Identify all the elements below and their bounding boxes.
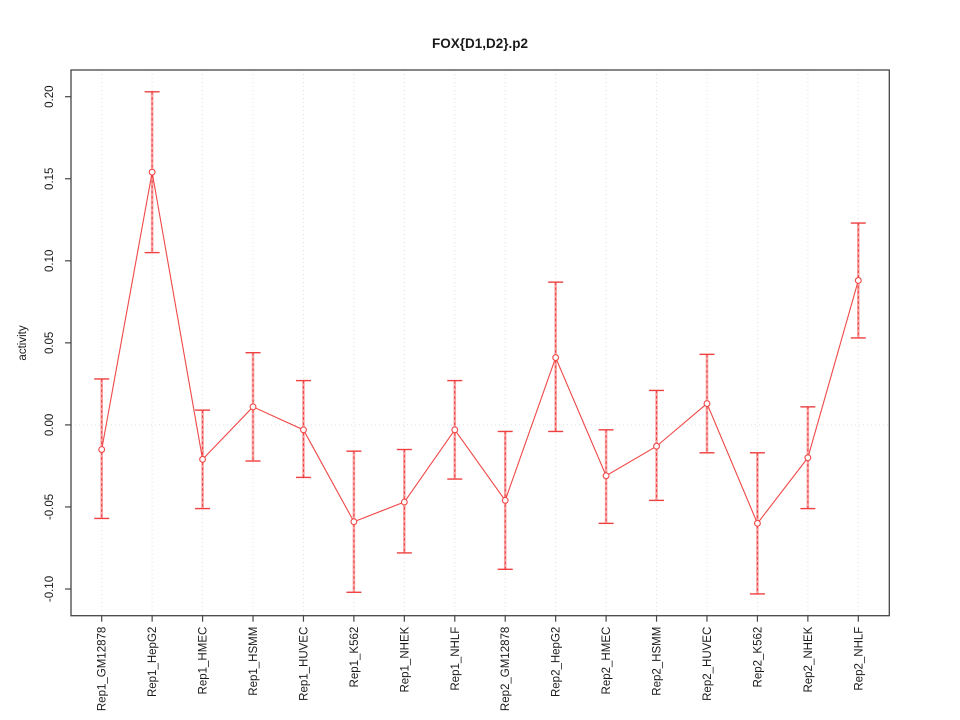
y-tick-label: 0.05 bbox=[44, 332, 56, 354]
y-axis-label: activity bbox=[17, 325, 29, 360]
data-point-marker bbox=[350, 518, 358, 526]
data-point-marker bbox=[249, 403, 257, 411]
data-point-marker bbox=[552, 354, 560, 362]
x-tick-label: Rep1_HSMM bbox=[248, 627, 260, 696]
x-tick-label: Rep2_HUVEC bbox=[702, 627, 714, 701]
plot-box bbox=[70, 69, 890, 617]
y-tick-label: 0.20 bbox=[44, 86, 56, 108]
data-point-marker bbox=[703, 400, 711, 408]
x-tick-label: Rep2_NHLF bbox=[853, 627, 865, 691]
chart-title: FOX{D1,D2}.p2 bbox=[432, 36, 528, 51]
x-tick-label: Rep2_HSMM bbox=[652, 627, 664, 696]
data-point-marker bbox=[854, 277, 862, 284]
data-point-marker bbox=[501, 496, 509, 504]
data-point-marker bbox=[451, 426, 459, 434]
data-layer bbox=[94, 91, 866, 595]
x-tick-label: Rep1_NHEK bbox=[399, 626, 411, 692]
x-tick-label: Rep2_GM12878 bbox=[500, 627, 512, 711]
data-point-marker bbox=[653, 442, 660, 450]
x-tick-label: Rep1_GM12878 bbox=[97, 627, 109, 711]
data-point-marker bbox=[753, 519, 761, 527]
data-point-marker bbox=[400, 498, 408, 506]
x-tick-label: Rep1_HUVEC bbox=[298, 627, 310, 701]
data-point-marker bbox=[148, 168, 156, 176]
gridlines-layer bbox=[71, 70, 890, 616]
data-point-marker bbox=[300, 426, 307, 434]
x-tick-label: Rep1_HepG2 bbox=[147, 627, 159, 697]
series-line bbox=[101, 172, 859, 525]
x-tick-label: Rep2_HepG2 bbox=[551, 627, 563, 697]
x-tick-label: Rep2_NHEK bbox=[803, 626, 815, 692]
y-tick-label: -0.10 bbox=[44, 576, 56, 602]
y-tick-label: 0.10 bbox=[44, 250, 56, 272]
x-tick-label: Rep1_HMEC bbox=[198, 627, 210, 695]
y-tick-label: 0.00 bbox=[44, 414, 56, 436]
data-point-marker bbox=[98, 446, 106, 453]
axes-layer: Rep1_GM12878 Rep1_HepG2 Rep1_HMEC Rep1_HSMM… bbox=[44, 69, 890, 711]
x-tick-label: Rep2_HMEC bbox=[601, 627, 613, 695]
y-tick-label: -0.05 bbox=[44, 494, 56, 520]
x-tick-label: Rep2_K562 bbox=[752, 627, 764, 688]
data-point-marker bbox=[804, 454, 812, 462]
y-tick-label: 0.15 bbox=[44, 168, 56, 190]
x-tick-label: Rep1_NHLF bbox=[450, 627, 462, 691]
data-point-marker bbox=[199, 455, 207, 463]
x-tick-label: Rep1_K562 bbox=[349, 627, 361, 688]
data-point-marker bbox=[602, 472, 610, 480]
